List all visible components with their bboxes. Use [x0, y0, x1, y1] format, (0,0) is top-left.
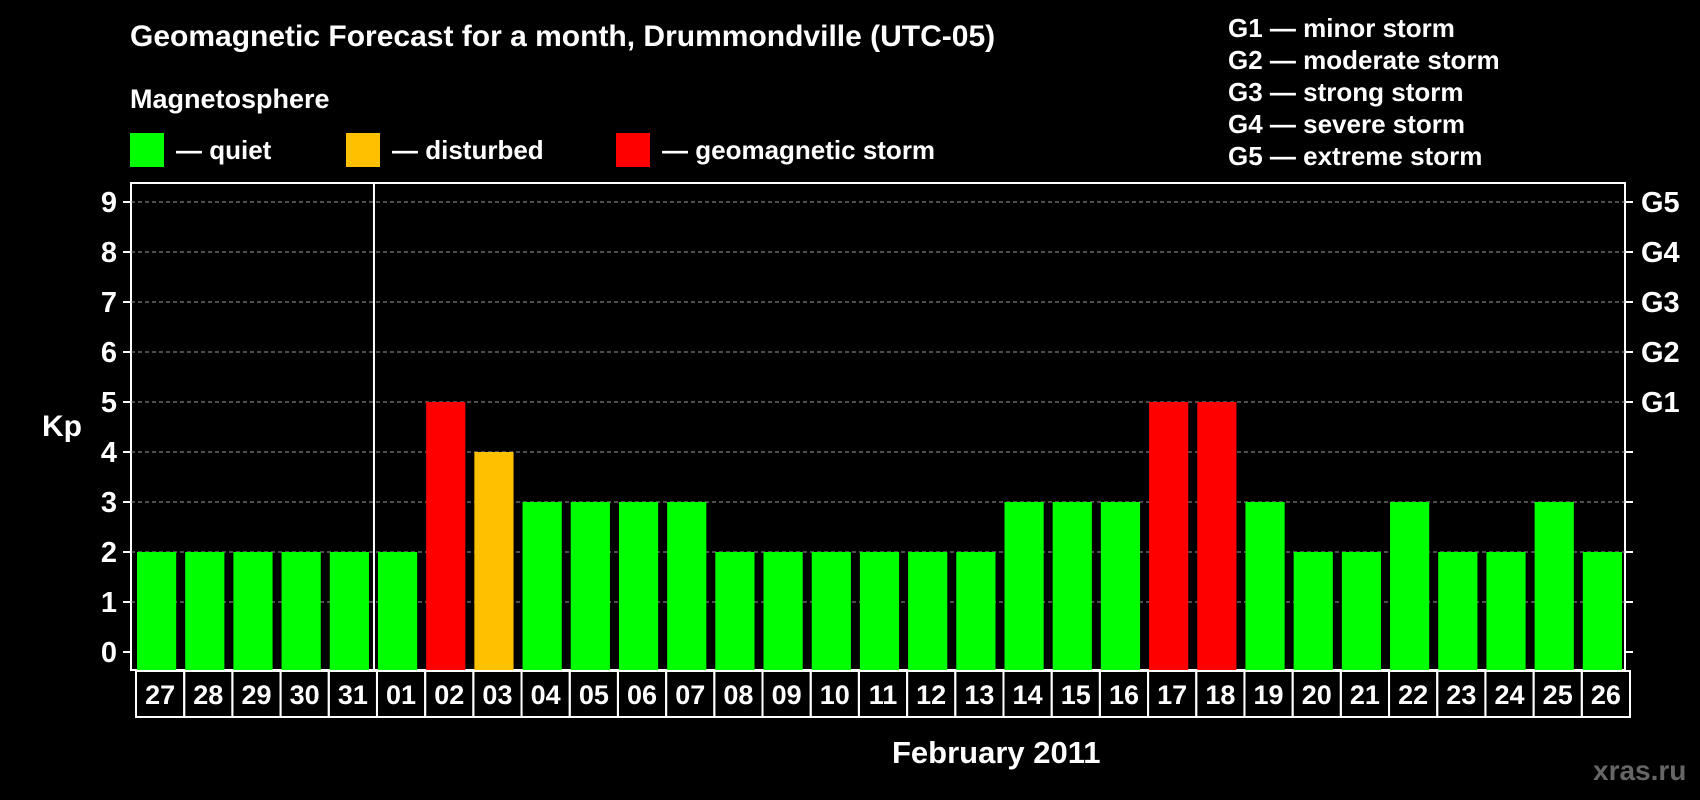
x-tick-label: 08	[723, 680, 753, 710]
bar-04	[522, 502, 562, 670]
bar-13	[956, 552, 996, 670]
x-tick-label: 04	[531, 680, 561, 710]
x-tick-label: 18	[1205, 680, 1235, 710]
y-tick-label: 4	[101, 437, 117, 469]
storm-scale-g5: G5 — extreme storm	[1228, 141, 1483, 171]
chart-subtitle: Magnetosphere	[130, 84, 330, 114]
x-tick-label: 31	[338, 680, 368, 710]
bar-24	[1486, 552, 1526, 670]
bar-10	[811, 552, 851, 670]
bar-16	[1100, 502, 1141, 670]
x-tick-label: 05	[579, 680, 609, 710]
bar-21	[1341, 552, 1382, 670]
bar-05	[570, 502, 610, 670]
legend-swatch-storm	[616, 133, 650, 167]
x-tick-label: 22	[1398, 680, 1428, 710]
bar-07	[667, 502, 707, 670]
bar-26	[1582, 552, 1622, 670]
watermark: xras.ru	[1593, 755, 1687, 786]
x-tick-label: 11	[869, 680, 898, 710]
bar-25	[1534, 502, 1574, 670]
bar-14	[1004, 502, 1044, 670]
x-tick-label: 25	[1543, 680, 1573, 710]
x-tick-label: 24	[1494, 680, 1524, 710]
bar-23	[1438, 552, 1478, 670]
x-tick-label: 19	[1254, 680, 1284, 710]
x-tick-label: 09	[772, 680, 802, 710]
x-tick-label: 23	[1446, 680, 1476, 710]
g-scale-label: G2	[1641, 337, 1680, 369]
x-tick-label: 07	[675, 680, 705, 710]
legend-item-quiet: — quiet	[130, 133, 271, 167]
y-tick-label: 2	[101, 537, 117, 569]
x-tick-label: 10	[820, 680, 850, 710]
x-tick-label: 21	[1350, 680, 1380, 710]
bar-17	[1149, 402, 1189, 670]
legend-swatch-quiet	[130, 133, 164, 167]
x-tick-label: 27	[145, 680, 175, 710]
legend-item-storm: — geomagnetic storm	[616, 133, 935, 167]
x-tick-label: 14	[1013, 680, 1043, 710]
legend-label-quiet: — quiet	[176, 134, 272, 165]
x-tick-label: 20	[1302, 680, 1332, 710]
storm-scale-list: G1 — minor storm G2 — moderate storm G3 …	[1228, 12, 1500, 172]
x-tick-label: 29	[241, 680, 271, 710]
y-tick-label: 6	[101, 337, 117, 369]
bar-09	[763, 552, 803, 670]
x-tick-label: 03	[482, 680, 512, 710]
y-tick-label: 1	[101, 587, 117, 619]
x-tick-box	[1580, 670, 1631, 718]
bar-15	[1052, 502, 1092, 670]
storm-scale-g1: G1 — minor storm	[1228, 13, 1455, 43]
g-scale-label: G4	[1641, 237, 1680, 269]
y-tick-label: 5	[101, 387, 117, 419]
y-tick-label: 7	[101, 287, 117, 319]
legend-label-disturbed: — disturbed	[392, 134, 544, 165]
x-tick-label: 28	[193, 680, 223, 710]
storm-scale-g3: G3 — strong storm	[1228, 77, 1464, 107]
x-tick-label: 01	[386, 680, 416, 710]
bar-20	[1293, 552, 1333, 670]
y-axis-label: Kp	[42, 410, 82, 443]
x-tick-label: 02	[434, 680, 464, 710]
chart-title: Geomagnetic Forecast for a month, Drummo…	[130, 20, 996, 53]
bar-31	[329, 552, 369, 670]
bar-19	[1245, 502, 1285, 670]
bar-28	[185, 552, 225, 670]
y-tick-label: 0	[101, 637, 117, 669]
bar-30	[281, 552, 321, 670]
x-axis-label: February 2011	[892, 735, 1101, 770]
bar-29	[233, 552, 273, 670]
bar-02	[426, 402, 466, 670]
bar-01	[377, 552, 418, 670]
y-tick-label: 8	[101, 237, 117, 269]
x-tick-label: 13	[964, 680, 994, 710]
storm-scale-g2: G2 — moderate storm	[1228, 45, 1500, 75]
g-scale-label: G1	[1641, 387, 1680, 419]
legend-label-storm: — geomagnetic storm	[662, 134, 936, 165]
bar-11	[859, 552, 900, 670]
g-scale-label: G5	[1641, 187, 1680, 219]
storm-scale-g4: G4 — severe storm	[1228, 109, 1466, 139]
legend-item-disturbed: — disturbed	[346, 133, 544, 167]
x-tick-label: 06	[627, 680, 657, 710]
bar-03	[474, 452, 514, 670]
bar-27	[137, 552, 177, 670]
x-tick-label: 30	[290, 680, 320, 710]
y-tick-label: 3	[101, 487, 117, 519]
bar-06	[618, 502, 659, 670]
x-tick-label: 26	[1591, 680, 1621, 710]
x-tick-label: 15	[1061, 680, 1091, 710]
x-tick-label: 12	[916, 680, 946, 710]
bar-12	[908, 552, 948, 670]
legend-swatch-disturbed	[346, 133, 380, 167]
x-tick-label: 17	[1157, 680, 1187, 710]
bar-18	[1197, 402, 1237, 670]
y-tick-label: 9	[101, 187, 117, 219]
bar-08	[715, 552, 755, 670]
bar-22	[1390, 502, 1430, 670]
g-scale-label: G3	[1641, 287, 1680, 319]
x-tick-label: 16	[1109, 680, 1139, 710]
